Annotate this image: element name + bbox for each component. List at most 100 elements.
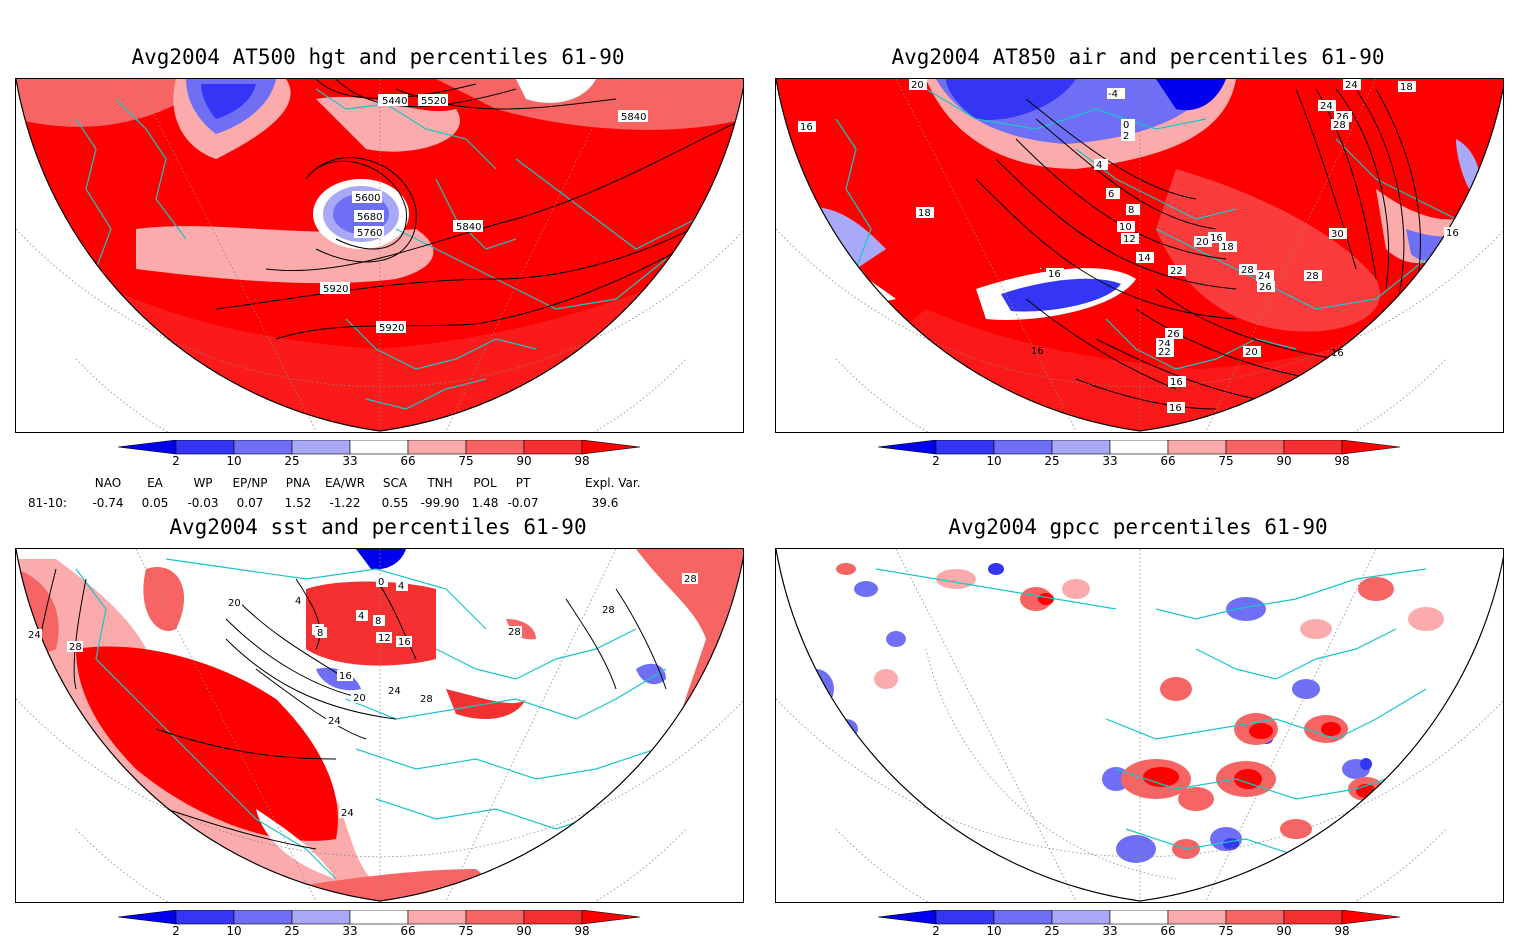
colorbar-segment xyxy=(1167,909,1227,925)
contour-label: 8 xyxy=(375,616,381,627)
contour-label: 28 xyxy=(684,574,697,585)
contour-label: 22 xyxy=(1158,347,1171,358)
colorbar-tick-label: 98 xyxy=(574,454,590,468)
map-panel-air: 20 -4 18 24 24 26 28 16 0 2 4 6 8 10 12 … xyxy=(775,78,1504,433)
colorbar-segment xyxy=(523,909,583,925)
contour-label: 16 xyxy=(1169,403,1182,414)
panel-title-hgt: Avg2004 AT500 hgt and percentiles 61-90 xyxy=(131,45,625,69)
index-header: NAO xyxy=(94,476,122,490)
map-panel-hgt: 5440 5520 5840 5600 5680 5760 5840 5920 … xyxy=(15,78,744,433)
colorbar-segment xyxy=(233,439,293,455)
contour-label: 4 xyxy=(398,581,404,592)
colorbar-tick-label: 10 xyxy=(226,924,242,938)
contour-label: 2 xyxy=(1123,131,1129,142)
contour-label: 26 xyxy=(1336,112,1349,123)
colorbar-tick-label: 2 xyxy=(172,454,180,468)
colorbar-tick-label: 25 xyxy=(284,454,300,468)
index-header: Expl. Var. xyxy=(585,476,641,490)
contour-label: 5520 xyxy=(421,96,446,107)
contour-label: 5920 xyxy=(379,323,404,334)
index-value: -1.22 xyxy=(329,496,361,510)
contour-label: 16 xyxy=(339,671,352,682)
index-header: TNH xyxy=(427,476,453,490)
colorbar-tick-label: 75 xyxy=(1218,924,1234,938)
contour-label: 0 xyxy=(378,577,384,588)
colorbar-tick-label: 75 xyxy=(458,454,474,468)
contour-label: 28 xyxy=(602,605,615,616)
contour-label: 10 xyxy=(1119,222,1132,233)
contour-label: 6 xyxy=(1108,189,1114,200)
colorbar-tick-label: 33 xyxy=(1102,454,1118,468)
contour-label: 30 xyxy=(1331,229,1344,240)
contour-label: 12 xyxy=(378,633,391,644)
colorbar-tick-label: 66 xyxy=(1160,454,1176,468)
contour-label: 5920 xyxy=(323,284,348,295)
map-sst-svg: 24 28 20 4 8 0 4 4 8 8 12 16 16 20 24 24… xyxy=(16,549,743,902)
contour-label: 5760 xyxy=(357,228,382,239)
index-header: PT xyxy=(515,476,531,490)
colorbar-segment xyxy=(1109,439,1169,455)
index-header: EP/NP xyxy=(232,476,268,490)
contour-label: 16 xyxy=(1210,233,1223,244)
colorbar-tick-label: 33 xyxy=(1102,924,1118,938)
colorbar-bottom-right: 2 10 25 33 66 75 90 98 xyxy=(877,909,1402,940)
contour-label: 18 xyxy=(918,208,931,219)
index-header: EA/WR xyxy=(324,476,366,490)
colorbar-svg xyxy=(117,909,641,925)
contour-label: 5840 xyxy=(456,222,481,233)
colorbar-segment xyxy=(1225,909,1285,925)
colorbar-tick-label: 2 xyxy=(932,924,940,938)
index-value: -0.74 xyxy=(92,496,124,510)
map-panel-gpcc xyxy=(775,548,1504,903)
index-value: 39.6 xyxy=(591,496,619,510)
panel-title-sst: Avg2004 sst and percentiles 61-90 xyxy=(169,515,587,539)
colorbar-tick-label: 2 xyxy=(172,924,180,938)
contour-label: 0 xyxy=(1123,120,1129,131)
colorbar-tick-label: 75 xyxy=(1218,454,1234,468)
map-panel-sst: 24 28 20 4 8 0 4 4 8 8 12 16 16 20 24 24… xyxy=(15,548,744,903)
colorbar-segment xyxy=(465,439,525,455)
colorbar-segment xyxy=(877,909,937,925)
colorbar-segment xyxy=(1109,909,1169,925)
colorbar-tick-label: 25 xyxy=(1044,454,1060,468)
colorbar-tick-label: 10 xyxy=(986,924,1002,938)
index-value: 0.55 xyxy=(381,496,409,510)
index-value: 1.48 xyxy=(471,496,499,510)
contour-label: 24 xyxy=(328,716,341,727)
colorbar-bottom-left: 2 10 25 33 66 75 90 98 xyxy=(117,909,642,940)
contour-label: 24 xyxy=(1345,80,1358,91)
colorbar-segment xyxy=(349,439,409,455)
contour-label: 4 xyxy=(1096,160,1102,171)
contour-label: 24 xyxy=(28,630,41,641)
colorbar-svg xyxy=(117,439,641,455)
contour-label: 20 xyxy=(228,598,241,609)
colorbar-segment xyxy=(1341,909,1401,925)
contour-label: 16 xyxy=(398,637,411,648)
contour-label: 5600 xyxy=(355,193,380,204)
map-hgt-svg: 5440 5520 5840 5600 5680 5760 5840 5920 … xyxy=(16,79,743,432)
index-header: PNA xyxy=(285,476,311,490)
contour-label: 28 xyxy=(508,627,521,638)
map-air-svg: 20 -4 18 24 24 26 28 16 0 2 4 6 8 10 12 … xyxy=(776,79,1503,432)
colorbar-segment xyxy=(117,439,177,455)
colorbar-tick-label: 66 xyxy=(400,454,416,468)
contour-label: 16 xyxy=(800,122,813,133)
colorbar-segment xyxy=(1167,439,1227,455)
colorbar-tick-label: 98 xyxy=(574,924,590,938)
contour-label: 16 xyxy=(1170,377,1183,388)
contour-label: 16 xyxy=(1446,228,1459,239)
contour-label: 20 xyxy=(353,693,366,704)
colorbar-segment xyxy=(465,909,525,925)
colorbar-tick-label: 90 xyxy=(516,924,532,938)
contour-label: 28 xyxy=(1241,265,1254,276)
contour-label: 18 xyxy=(1221,242,1234,253)
index-value: -99.90 xyxy=(420,496,460,510)
indices-table: NAO EA WP EP/NP PNA EA/WR SCA TNH POL PT Expl. Var… xyxy=(0,474,760,514)
contour-label: 5680 xyxy=(357,212,382,223)
contour-label: 20 xyxy=(1196,237,1209,248)
index-header: EA xyxy=(147,476,163,490)
contour-label: 26 xyxy=(1259,282,1272,293)
colorbar-svg xyxy=(877,439,1401,455)
contour-label: 28 xyxy=(1306,271,1319,282)
contour-label: 4 xyxy=(295,596,301,607)
